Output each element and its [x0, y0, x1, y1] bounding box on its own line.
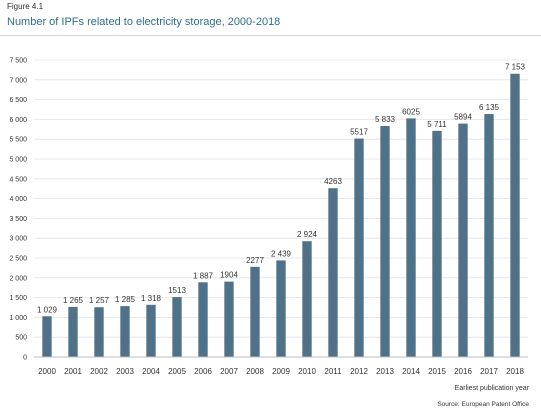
data-label: 5 833	[375, 115, 396, 124]
bar-2015	[432, 130, 442, 357]
data-label: 5894	[454, 113, 472, 122]
bar-2003	[120, 306, 130, 357]
x-tick-label: 2018	[506, 367, 524, 376]
y-tick-label: 4 000	[9, 196, 27, 203]
bar-2013	[380, 126, 390, 357]
x-tick-label: 2011	[324, 367, 342, 376]
data-label: 6 135	[479, 103, 500, 112]
y-tick-label: 1 000	[9, 315, 27, 322]
x-tick-label: 2017	[480, 367, 498, 376]
data-label: 1 257	[89, 296, 110, 305]
x-tick-label: 2010	[298, 367, 316, 376]
x-tick-label: 2012	[350, 367, 368, 376]
y-tick-label: 4 500	[9, 176, 27, 183]
x-tick-label: 2004	[142, 367, 160, 376]
bar-2011	[328, 188, 338, 357]
x-tick-label: 2000	[38, 367, 56, 376]
bar-2012	[354, 138, 364, 357]
bar-2005	[172, 297, 182, 357]
bar-2009	[276, 260, 286, 357]
data-label: 1 285	[115, 295, 136, 304]
x-axis-label: Earliest publication year	[454, 385, 529, 392]
source-note: Source: European Patent Office	[437, 401, 529, 408]
x-axis-ticks: 2000 2001 2002 2003 2004 2005 2006 2007 2008 2009…	[38, 367, 524, 376]
x-tick-label: 2009	[272, 367, 290, 376]
chart-title: Number of IPFs related to electricity st…	[7, 16, 281, 28]
data-label: 2277	[246, 256, 264, 265]
data-label: 1 887	[193, 271, 214, 280]
y-tick-label: 500	[15, 335, 27, 342]
figure-label: Figure 4.1	[7, 2, 44, 11]
x-tick-label: 2007	[220, 367, 238, 376]
bars	[42, 73, 520, 358]
data-label: 2 924	[297, 230, 318, 239]
y-tick-label: 2 500	[9, 256, 27, 263]
y-tick-label: 0	[23, 355, 27, 362]
y-tick-label: 5 500	[9, 137, 27, 144]
y-tick-label: 1 500	[9, 295, 27, 302]
x-tick-label: 2014	[402, 367, 420, 376]
data-label: 2 439	[271, 249, 292, 258]
x-tick-label: 2016	[454, 367, 472, 376]
bar-2000	[42, 316, 52, 357]
y-tick-label: 2 000	[9, 275, 27, 282]
bar-2016	[458, 123, 468, 358]
data-label: 1513	[168, 286, 186, 295]
data-labels: 1 029 1 265 1 257 1 285 1 318 1513 1 887 1904 22…	[37, 63, 526, 315]
bar-2018	[510, 73, 520, 357]
x-tick-label: 2013	[376, 367, 394, 376]
data-label: 7 153	[505, 63, 526, 72]
bar-2017	[484, 114, 494, 357]
bar-2007	[224, 281, 234, 357]
x-tick-label: 2001	[64, 367, 82, 376]
data-label: 1 318	[141, 294, 162, 303]
x-tick-label: 2006	[194, 367, 212, 376]
y-tick-label: 7 500	[9, 58, 27, 65]
bar-2008	[250, 266, 260, 357]
x-tick-label: 2005	[168, 367, 186, 376]
bar-2001	[68, 306, 78, 357]
title-divider	[0, 35, 541, 36]
data-label: 6025	[402, 107, 420, 116]
bar-2006	[198, 282, 208, 357]
bar-2014	[406, 118, 416, 357]
y-tick-label: 3 000	[9, 236, 27, 243]
bar-2010	[302, 241, 312, 357]
y-tick-label: 3 500	[9, 216, 27, 223]
x-tick-label: 2003	[116, 367, 134, 376]
x-tick-label: 2015	[428, 367, 446, 376]
data-label: 5 711	[427, 120, 447, 129]
y-axis-ticks: 0 500 1 000 1 500 2 000 2 500 3 000 3 500 4 000 4…	[9, 58, 27, 362]
x-tick-label: 2008	[246, 367, 264, 376]
bar-2002	[94, 307, 104, 357]
gridlines	[34, 59, 528, 338]
x-tick-label: 2002	[90, 367, 108, 376]
data-label: 1 029	[37, 305, 58, 314]
data-label: 5517	[350, 128, 368, 137]
y-tick-label: 7 000	[9, 77, 27, 84]
y-tick-label: 6 500	[9, 97, 27, 104]
data-label: 1904	[220, 271, 238, 280]
y-tick-label: 5 000	[9, 157, 27, 164]
data-label: 4263	[324, 177, 342, 186]
data-label: 1 265	[63, 296, 84, 305]
y-tick-label: 6 000	[9, 117, 27, 124]
bar-2004	[146, 304, 156, 357]
